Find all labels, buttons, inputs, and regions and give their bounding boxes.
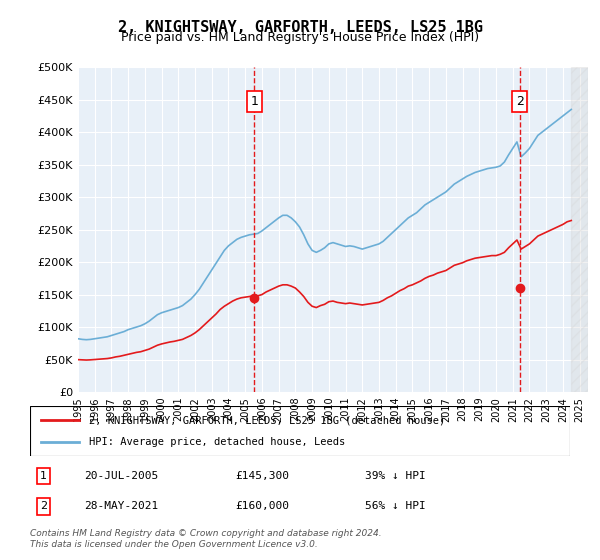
Text: 39% ↓ HPI: 39% ↓ HPI: [365, 471, 425, 481]
Text: Price paid vs. HM Land Registry's House Price Index (HPI): Price paid vs. HM Land Registry's House …: [121, 31, 479, 44]
Text: 2, KNIGHTSWAY, GARFORTH, LEEDS, LS25 1BG (detached house): 2, KNIGHTSWAY, GARFORTH, LEEDS, LS25 1BG…: [89, 415, 446, 425]
Text: Contains HM Land Registry data © Crown copyright and database right 2024.
This d: Contains HM Land Registry data © Crown c…: [30, 529, 382, 549]
Text: 28-MAY-2021: 28-MAY-2021: [84, 501, 158, 511]
Text: £145,300: £145,300: [235, 471, 289, 481]
Text: 2: 2: [40, 501, 47, 511]
Text: 20-JUL-2005: 20-JUL-2005: [84, 471, 158, 481]
Text: 2, KNIGHTSWAY, GARFORTH, LEEDS, LS25 1BG: 2, KNIGHTSWAY, GARFORTH, LEEDS, LS25 1BG: [118, 20, 482, 35]
Text: 1: 1: [40, 471, 47, 481]
Text: HPI: Average price, detached house, Leeds: HPI: Average price, detached house, Leed…: [89, 437, 346, 447]
Text: 1: 1: [250, 95, 259, 108]
Bar: [571, 67, 588, 392]
Text: 56% ↓ HPI: 56% ↓ HPI: [365, 501, 425, 511]
Text: £160,000: £160,000: [235, 501, 289, 511]
Text: 2: 2: [515, 95, 524, 108]
